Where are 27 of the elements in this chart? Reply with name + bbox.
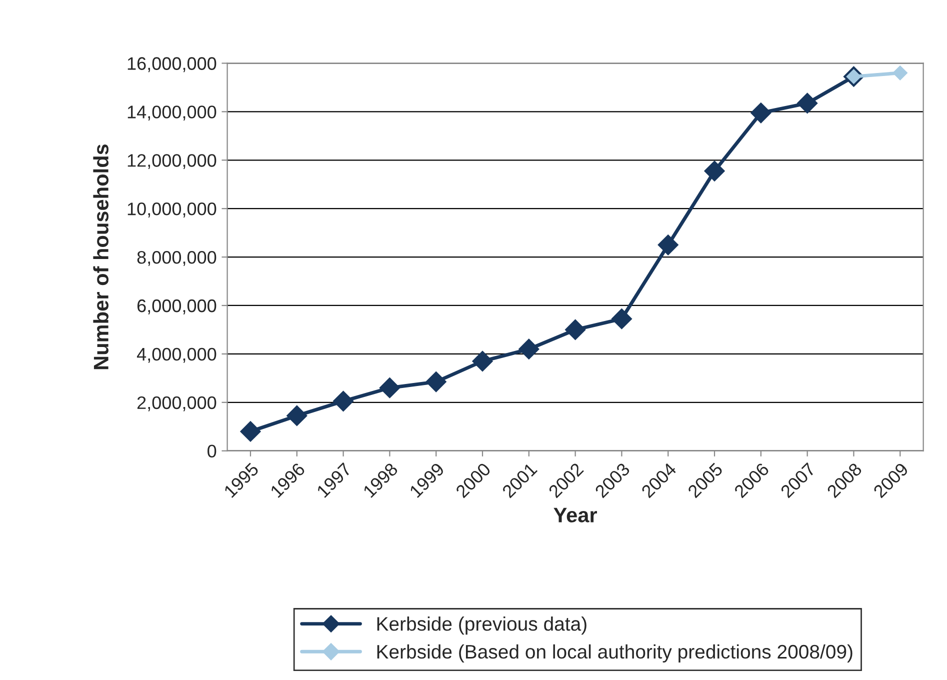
y-tick-label: 8,000,000	[137, 250, 216, 266]
point	[240, 421, 261, 442]
point	[892, 66, 908, 80]
y-tick-label: 10,000,000	[128, 202, 216, 218]
y-tick-label: 16,000,000	[128, 57, 216, 72]
point	[379, 378, 400, 398]
point	[750, 102, 772, 124]
y-tick-label: 4,000,000	[136, 348, 216, 363]
legend-label: Kerbside (Based on local authority predictions 2008/09)	[377, 644, 852, 662]
point	[564, 319, 586, 340]
y-tick-label: 12,000,000	[128, 154, 216, 169]
y-tick-label: 14,000,000	[128, 106, 216, 121]
point	[796, 92, 818, 114]
point	[518, 338, 540, 360]
legend-label: Kerbside (previous data)	[377, 616, 586, 635]
y-tick-label: 2,000,000	[137, 396, 216, 412]
point	[286, 405, 308, 426]
point	[332, 390, 354, 412]
point	[704, 160, 725, 182]
x-axis-title: Year	[554, 508, 598, 522]
y-tick-label: 6,000,000	[137, 299, 216, 314]
y-tick-label: 0	[208, 444, 216, 458]
point	[472, 350, 493, 372]
point	[426, 371, 446, 392]
point	[611, 308, 632, 330]
y-axis-title: Number of households	[93, 144, 108, 370]
point	[658, 234, 678, 256]
